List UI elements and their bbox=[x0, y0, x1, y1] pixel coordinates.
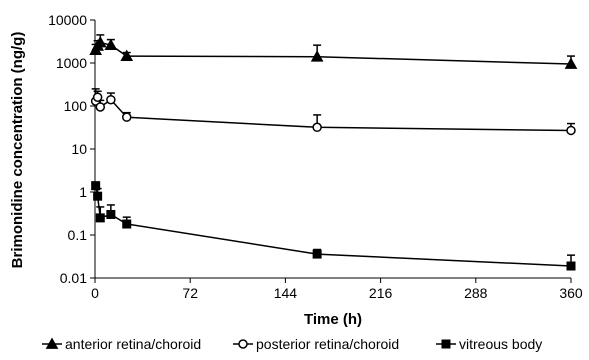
data-point bbox=[121, 112, 132, 122]
y-tick-label: 100 bbox=[64, 98, 88, 114]
data-point bbox=[91, 181, 101, 191]
legend-label: posterior retina/choroid bbox=[256, 336, 399, 352]
legend-label: anterior retina/choroid bbox=[65, 336, 201, 352]
data-point bbox=[104, 38, 118, 51]
data-point bbox=[310, 50, 324, 62]
x-tick-labels: 0 72 144 216 288 360 bbox=[91, 285, 583, 301]
legend-item: vitreous body bbox=[436, 336, 542, 352]
data-point bbox=[93, 191, 103, 201]
data-point bbox=[312, 122, 322, 133]
x-tick-label: 216 bbox=[369, 285, 393, 301]
legend-label: vitreous body bbox=[459, 336, 542, 352]
legend-item: anterior retina/choroid bbox=[42, 336, 201, 352]
y-tick-label: 0.1 bbox=[68, 227, 88, 243]
series-layer bbox=[89, 34, 578, 271]
y-tick-label: 1 bbox=[79, 184, 87, 200]
data-point bbox=[120, 49, 134, 61]
x-axis-title: Time (h) bbox=[304, 311, 362, 328]
y-tick-label: 0.01 bbox=[60, 270, 87, 286]
plot-axes bbox=[90, 19, 572, 283]
series-anterior-retina-choroid bbox=[89, 34, 578, 69]
x-tick-label: 0 bbox=[91, 285, 99, 301]
series-line bbox=[95, 95, 572, 132]
legend: anterior retina/choroid posterior retina/… bbox=[42, 336, 542, 352]
series-vitreous-body bbox=[91, 181, 576, 271]
x-tick-label: 72 bbox=[182, 285, 198, 301]
data-point bbox=[564, 57, 578, 69]
x-tick-label: 144 bbox=[274, 285, 298, 301]
data-point bbox=[93, 35, 107, 48]
y-tick-label: 10000 bbox=[48, 12, 87, 28]
y-tick-label: 10 bbox=[71, 141, 87, 157]
legend-marker bbox=[45, 337, 59, 349]
y-tick-labels: 0.01 0.1 1 10 100 1000 10000 bbox=[48, 12, 87, 286]
data-point bbox=[106, 209, 116, 219]
series-line bbox=[94, 185, 572, 267]
y-axis-title: Brimonidine concentration (ng/g) bbox=[9, 32, 26, 269]
series-line bbox=[95, 41, 572, 65]
legend-marker bbox=[441, 339, 451, 349]
data-point bbox=[566, 261, 576, 271]
data-point bbox=[312, 249, 322, 259]
x-tick-label: 288 bbox=[464, 285, 488, 301]
data-point bbox=[95, 102, 106, 112]
data-point bbox=[122, 219, 132, 229]
data-point bbox=[92, 92, 103, 102]
series-posterior-retina-choroid bbox=[90, 88, 576, 136]
data-point bbox=[106, 94, 116, 105]
data-point bbox=[566, 125, 576, 136]
legend-item: posterior retina/choroid bbox=[233, 336, 399, 352]
x-tick-label: 360 bbox=[559, 285, 583, 301]
data-point bbox=[95, 213, 105, 223]
y-tick-label: 1000 bbox=[56, 55, 87, 71]
legend-marker bbox=[238, 339, 248, 349]
